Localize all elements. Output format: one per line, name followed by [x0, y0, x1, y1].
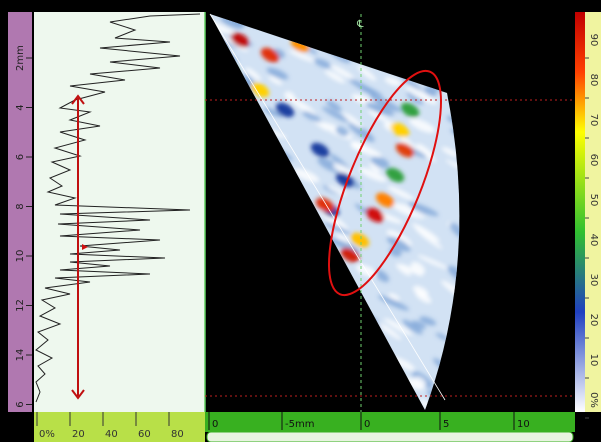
- color-label: 80: [588, 74, 599, 87]
- color-label: 10: [588, 354, 599, 367]
- centerline-label: ℄: [356, 19, 364, 30]
- depth-label: 12: [15, 299, 26, 312]
- position-label: 10: [517, 419, 530, 430]
- color-label: 50: [588, 194, 599, 207]
- depth-label: 4: [15, 104, 26, 110]
- amplitude-label: 20: [72, 429, 85, 440]
- amplitude-label: 60: [138, 429, 151, 440]
- color-label: 30: [588, 274, 599, 287]
- depth-label: 6: [15, 154, 26, 160]
- color-label: 90: [588, 34, 599, 47]
- depth-label: 6: [15, 401, 26, 407]
- color-label: 70: [588, 114, 599, 127]
- depth-label: 10: [15, 250, 26, 263]
- depth-label: 14: [15, 349, 26, 362]
- scroll-bar[interactable]: [207, 432, 573, 442]
- color-bar: [575, 12, 585, 412]
- amplitude-label: 80: [171, 429, 184, 440]
- position-label: 5: [443, 419, 449, 430]
- amplitude-label: 40: [105, 429, 118, 440]
- position-label: 0: [212, 419, 218, 430]
- color-label: 0%: [588, 392, 599, 408]
- position-label: 0: [364, 419, 370, 430]
- ut-screen: 2mm4681012146 ℄ 9080706050403020100% 0%2…: [0, 0, 601, 442]
- color-label: 40: [588, 234, 599, 247]
- color-ruler: [585, 12, 601, 412]
- position-label: -5mm: [285, 419, 314, 430]
- color-label: 20: [588, 314, 599, 327]
- depth-label: 2mm: [15, 45, 26, 71]
- color-label: 60: [588, 154, 599, 167]
- amplitude-label: 0%: [39, 429, 55, 440]
- depth-label: 8: [15, 203, 26, 209]
